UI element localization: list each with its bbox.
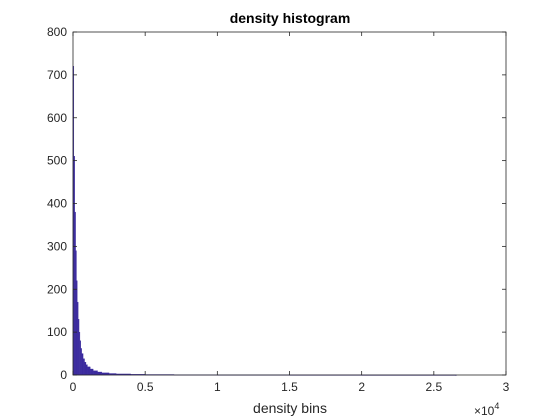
x-axis-exponent: ×104 bbox=[474, 401, 499, 418]
histogram-bar bbox=[84, 361, 87, 376]
plot-background bbox=[73, 32, 506, 375]
y-tick-label: 700 bbox=[47, 68, 67, 82]
histogram-bar bbox=[81, 353, 84, 376]
y-tick-label: 100 bbox=[47, 325, 67, 339]
y-tick-label: 400 bbox=[47, 197, 67, 211]
x-axis-exponent-power: 4 bbox=[494, 401, 499, 411]
x-tick-label: 3 bbox=[503, 380, 510, 394]
histogram-bar bbox=[97, 371, 103, 376]
histogram-bar bbox=[93, 370, 98, 376]
histogram-bar bbox=[82, 358, 85, 376]
y-tick-label: 500 bbox=[47, 154, 67, 168]
x-ticks: 0 0.5 1 1.5 2 2.5 3 bbox=[70, 32, 510, 394]
histogram-bar bbox=[85, 364, 88, 376]
y-tick-label: 0 bbox=[60, 368, 67, 382]
x-axis-label: density bins bbox=[253, 400, 327, 416]
x-tick-label: 1.5 bbox=[281, 380, 298, 394]
y-tick-label: 800 bbox=[47, 25, 67, 39]
x-tick-label: 0.5 bbox=[137, 380, 154, 394]
x-tick-label: 2 bbox=[358, 380, 365, 394]
x-axis-exponent-base: ×10 bbox=[474, 404, 495, 418]
x-tick-label: 0 bbox=[70, 380, 77, 394]
x-tick-label: 1 bbox=[214, 380, 221, 394]
x-tick-label: 2.5 bbox=[425, 380, 442, 394]
histogram-bar bbox=[90, 368, 94, 376]
chart-title: density histogram bbox=[230, 10, 351, 26]
y-tick-label: 300 bbox=[47, 239, 67, 253]
histogram-bar bbox=[87, 366, 91, 376]
y-tick-label: 600 bbox=[47, 111, 67, 125]
y-tick-label: 200 bbox=[47, 282, 67, 296]
y-ticks: 0 100 200 300 400 500 600 700 800 bbox=[47, 25, 506, 382]
